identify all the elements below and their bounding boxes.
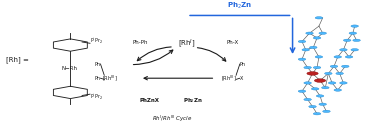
Circle shape [351,49,358,51]
Text: $\it{Rh^I/Rh^{III}\ Cycle}$: $\it{Rh^I/Rh^{III}\ Cycle}$ [152,113,192,124]
Circle shape [343,39,351,42]
Text: PhZnX: PhZnX [139,98,160,103]
Text: P$^i$Pr$_2$: P$^i$Pr$_2$ [90,91,103,102]
Circle shape [298,40,306,43]
Circle shape [349,32,356,34]
Circle shape [313,37,321,39]
Circle shape [310,46,317,49]
Circle shape [304,66,311,69]
Circle shape [302,49,310,51]
Circle shape [336,72,343,75]
Text: Ph-Ph: Ph-Ph [132,40,148,45]
Text: X: X [240,76,243,81]
Circle shape [315,17,323,19]
Circle shape [325,72,332,75]
Circle shape [345,56,353,58]
Circle shape [298,90,306,92]
Circle shape [319,103,327,105]
Text: [Rh] =: [Rh] = [6,56,28,63]
Circle shape [298,58,306,60]
Circle shape [313,66,321,69]
Circle shape [353,39,360,42]
Circle shape [340,49,347,51]
Circle shape [314,79,326,82]
Circle shape [315,56,323,58]
Text: Ph: Ph [94,76,101,81]
Circle shape [304,82,311,84]
Text: Ph$_2$Zn: Ph$_2$Zn [227,1,253,11]
Text: Ph$_2$Zn: Ph$_2$Zn [183,96,203,105]
Circle shape [328,82,336,84]
Circle shape [313,113,321,115]
Circle shape [351,25,358,27]
Text: N−Rh: N−Rh [61,66,77,71]
Circle shape [322,86,329,89]
Circle shape [304,98,311,101]
Circle shape [342,65,349,68]
Circle shape [330,65,338,68]
Text: [Rh$^{III}$]: [Rh$^{III}$] [102,73,118,83]
Circle shape [307,72,318,75]
Circle shape [334,89,342,91]
Text: [Rh$^{III}$]: [Rh$^{III}$] [221,73,237,83]
Circle shape [311,88,319,90]
Circle shape [319,32,327,34]
Circle shape [316,95,324,97]
Text: Ph: Ph [94,61,101,67]
Circle shape [334,56,342,58]
Text: P$^i$Pr$_2$: P$^i$Pr$_2$ [90,36,103,46]
Circle shape [340,82,347,84]
Circle shape [323,110,330,113]
Text: [Rh$^{I}$]: [Rh$^{I}$] [178,37,196,50]
Circle shape [309,105,316,108]
Text: Ph: Ph [240,61,246,67]
Circle shape [306,32,313,34]
Text: Ph-X: Ph-X [226,40,239,45]
